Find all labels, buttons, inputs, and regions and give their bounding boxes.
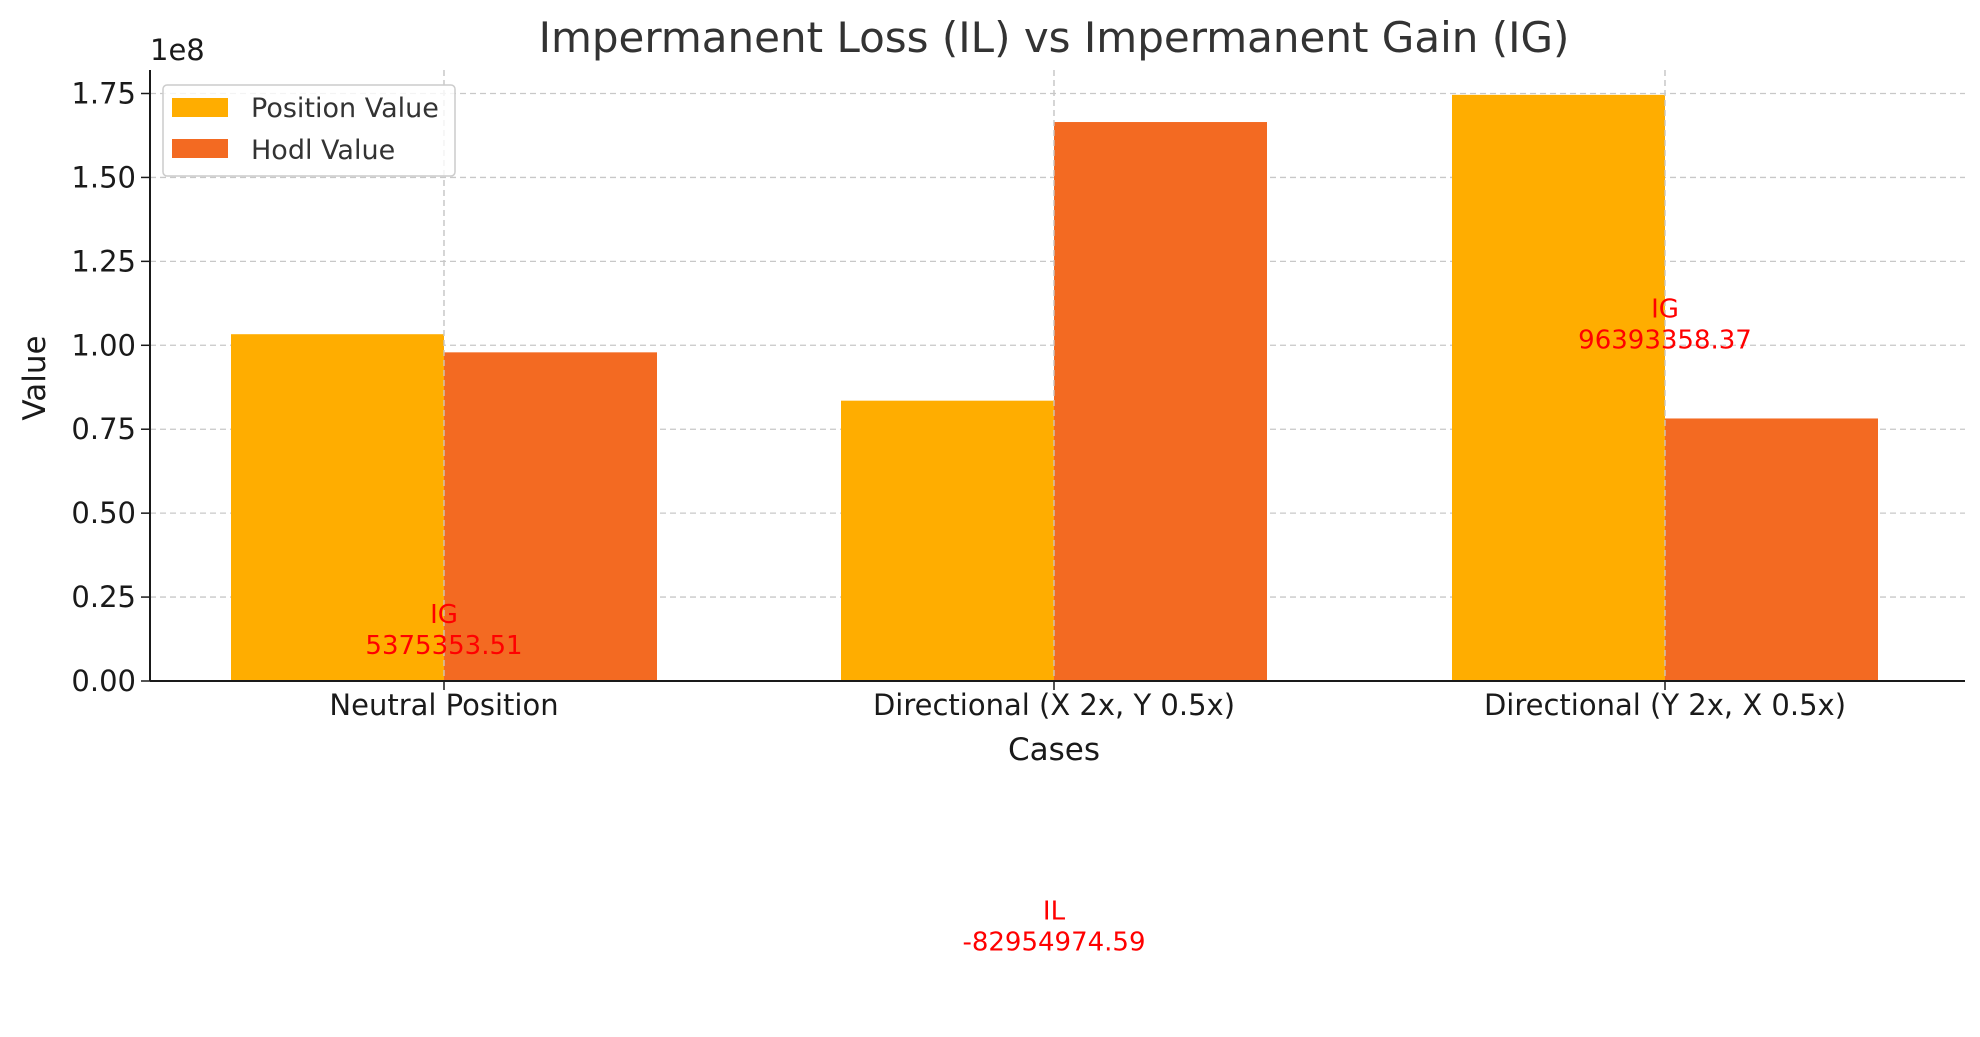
y-tick-label: 1.75 <box>71 77 136 111</box>
legend-label-position-value: Position Value <box>251 93 439 124</box>
y-tick-label: 0.50 <box>71 496 136 530</box>
axes: 0.00 0.25 0.50 0.75 1.00 1.25 1.50 1.75 Neutral … <box>71 70 1965 722</box>
legend-swatch-position-value <box>172 98 228 117</box>
legend-frame <box>162 84 456 177</box>
x-tick-label: Directional (Y 2x, X 0.5x) <box>1484 688 1846 722</box>
x-tick-label: Directional (X 2x, Y 0.5x) <box>873 688 1235 722</box>
bar-position-value-0 <box>231 334 444 681</box>
y-tick-label: 1.50 <box>71 160 136 194</box>
legend: Position Value Hodl Value <box>162 84 456 177</box>
bar-hodl-value-2 <box>1665 418 1878 681</box>
y-tick-label: 0.25 <box>71 580 136 614</box>
y-axis-offset-label: 1e8 <box>150 33 205 67</box>
annotation-label-0: IG <box>430 600 458 630</box>
x-tick-label: Neutral Position <box>329 688 558 722</box>
y-tick-label: 1.00 <box>71 328 136 362</box>
annotation-label-1: IL <box>1043 896 1066 926</box>
legend-label-hodl-value: Hodl Value <box>251 135 395 166</box>
legend-swatch-hodl-value <box>172 139 228 158</box>
chart-title: Impermanent Loss (IL) vs Impermanent Gai… <box>539 13 1570 62</box>
y-tick-label: 1.25 <box>71 244 136 278</box>
x-axis-title: Cases <box>1008 732 1100 768</box>
annotation-value-1: -82954974.59 <box>962 927 1145 957</box>
bar-hodl-value-1 <box>1054 122 1267 682</box>
bar-hodl-value-0 <box>444 352 657 681</box>
annotation-value-0: 5375353.51 <box>365 631 522 661</box>
y-axis-title: Value <box>17 335 53 420</box>
annotation-value-2: 96393358.37 <box>1578 325 1752 355</box>
y-tick-label: 0.75 <box>71 412 136 446</box>
bar-position-value-1 <box>841 400 1054 681</box>
y-tick-label: 0.00 <box>71 664 136 698</box>
bars <box>231 70 1878 682</box>
annotation-label-2: IG <box>1651 294 1679 324</box>
bar-position-value-2 <box>1452 94 1665 682</box>
